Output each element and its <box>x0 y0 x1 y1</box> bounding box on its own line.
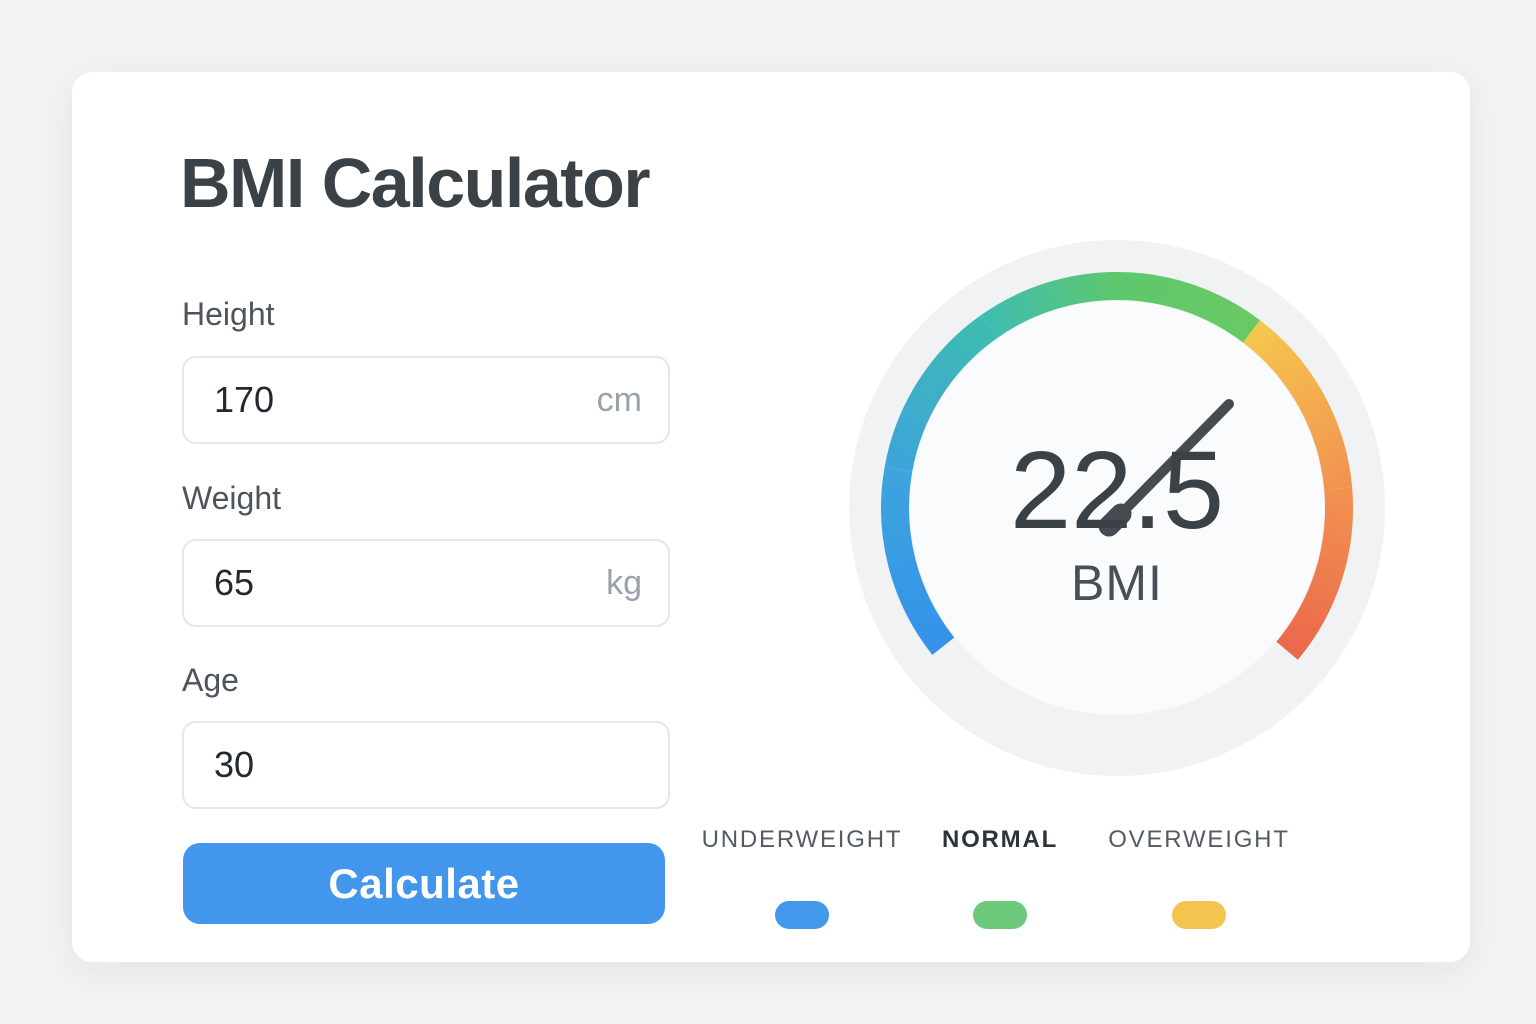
gauge-needle <box>1098 399 1234 537</box>
age-input[interactable] <box>214 744 642 786</box>
bmi-gauge-dial <box>849 240 1385 776</box>
legend-item-overweight: OVERWEIGHT <box>1079 827 1319 929</box>
height-field-box: cm <box>182 356 670 444</box>
height-label: Height <box>182 296 275 332</box>
calculate-button[interactable]: Calculate <box>183 843 665 924</box>
page-title: BMI Calculator <box>180 144 651 222</box>
weight-unit-suffix: kg <box>606 563 642 602</box>
legend-pill-overweight <box>1172 901 1226 929</box>
bmi-unit-label: BMI <box>1071 555 1163 611</box>
weight-label: Weight <box>182 480 282 516</box>
height-input[interactable] <box>214 379 597 421</box>
bmi-calculator-card: BMI Calculator Height cm Weight kg Age C… <box>72 72 1470 962</box>
weight-field-box: kg <box>182 539 670 627</box>
height-unit-suffix: cm <box>596 380 642 419</box>
age-field-box <box>182 721 670 809</box>
age-label: Age <box>182 662 239 698</box>
legend-label-normal: NORMAL <box>941 826 1059 853</box>
legend-pill-normal <box>973 901 1027 929</box>
weight-input[interactable] <box>214 562 607 604</box>
legend-pill-underweight <box>775 901 829 929</box>
legend-item-underweight: UNDERWEIGHT <box>682 827 922 929</box>
gauge-arc <box>881 272 1354 660</box>
legend-item-normal: NORMAL <box>880 827 1120 929</box>
legend-label-underweight: UNDERWEIGHT <box>701 826 903 853</box>
bmi-value: 22.5 <box>1009 429 1225 552</box>
legend-label-overweight: OVERWEIGHT <box>1108 826 1290 853</box>
bmi-gauge: 22.5 BMI <box>849 240 1385 776</box>
